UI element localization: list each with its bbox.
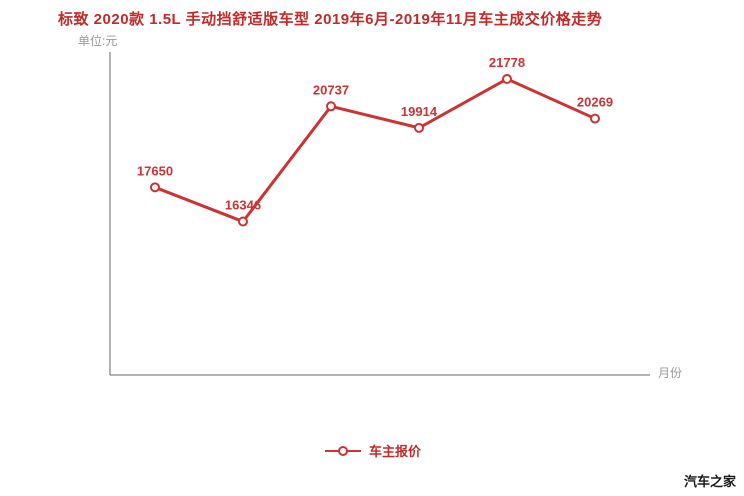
data-point xyxy=(238,216,248,227)
data-point-label: 21778 xyxy=(489,55,525,70)
data-point-label: 16346 xyxy=(225,198,261,213)
data-point xyxy=(502,73,512,84)
data-point xyxy=(150,182,160,193)
data-point xyxy=(590,113,600,124)
chart-legend: 车主报价 xyxy=(0,441,744,460)
data-point-label: 17650 xyxy=(137,163,173,178)
y-axis-unit-label: 单位:元 xyxy=(78,34,118,48)
data-point xyxy=(414,122,424,133)
chart-title: 标致 2020款 1.5L 手动挡舒适版车型 2019年6月-2019年11月车… xyxy=(58,11,603,28)
x-axis-label: 月份 xyxy=(658,366,683,380)
legend-marker-icon xyxy=(324,445,361,456)
data-point xyxy=(326,101,336,112)
data-point-label: 20269 xyxy=(577,95,613,110)
price-trend-line-chart: 17650 16346 20737 19914 21778 20269 xyxy=(109,52,650,376)
watermark-logo-text: 汽车之家 xyxy=(683,474,736,489)
price-line xyxy=(153,77,597,224)
data-point-label: 20737 xyxy=(313,82,349,97)
data-point-label: 19914 xyxy=(401,104,438,119)
legend-series-label: 车主报价 xyxy=(368,444,421,459)
